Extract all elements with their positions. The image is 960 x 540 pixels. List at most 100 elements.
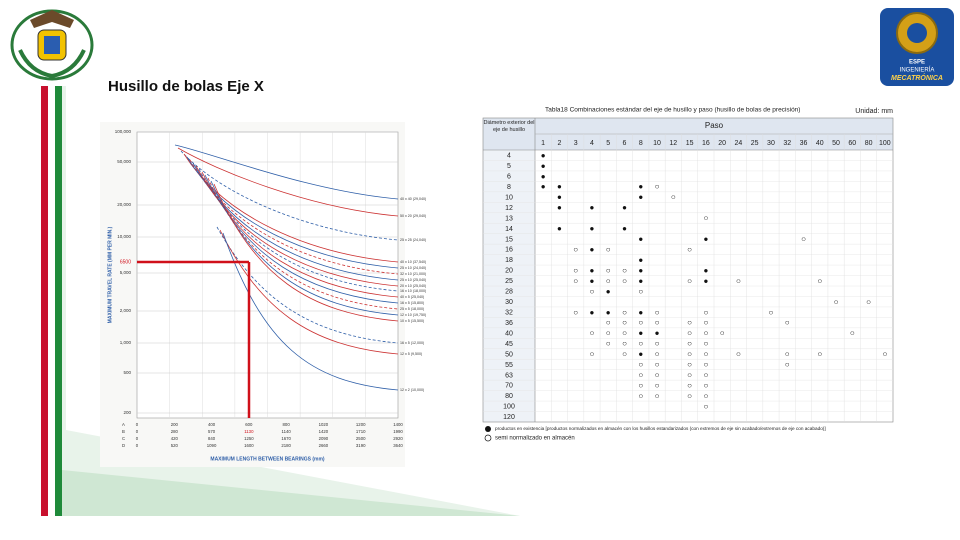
x-row-value: 1130 [244, 429, 254, 434]
cell-symbol: ○ [638, 391, 643, 400]
cell-symbol: ● [606, 308, 611, 317]
legend-text: semi normalizado en almacén [495, 436, 575, 442]
row-header-value: 18 [505, 257, 513, 264]
cell-symbol: ○ [817, 276, 822, 285]
x-row-value: 1140 [282, 429, 292, 434]
green-wedge-dark [62, 470, 520, 516]
y-label: 500 [123, 370, 131, 375]
cell-symbol: ○ [866, 297, 871, 306]
cell-symbol: ● [541, 172, 546, 181]
logo-text: ESPE [909, 60, 925, 66]
cell-symbol: ○ [655, 381, 660, 390]
curve [219, 229, 399, 355]
column-header: 24 [735, 140, 743, 147]
column-header: 40 [816, 140, 824, 147]
cell-symbol: ○ [590, 329, 595, 338]
cell-symbol: ○ [655, 308, 660, 317]
curve-label: 25 x 5 (18,000) [400, 307, 424, 311]
column-header: 3 [574, 140, 578, 147]
column-header: 15 [686, 140, 694, 147]
column-header: 6 [623, 140, 627, 147]
row-header-value: 28 [505, 289, 513, 296]
cell-symbol: ○ [801, 235, 806, 244]
row-header-value: 5 [507, 163, 511, 170]
x-row-value: 1200 [356, 422, 366, 427]
figure: 100,000 50,000 20,000 10,000 5,000 2,000 1,000… [107, 129, 426, 462]
logo-text: MECATRÓNICA [891, 73, 943, 82]
cell-symbol: ○ [687, 391, 692, 400]
x-row-label: C [122, 436, 125, 441]
cell-symbol: ○ [687, 329, 692, 338]
cell-symbol: ○ [736, 350, 741, 359]
row-header-value: 25 [505, 278, 513, 285]
cell-symbol: ○ [655, 339, 660, 348]
cell-symbol: ○ [671, 193, 676, 202]
cell-symbol: ● [590, 245, 595, 254]
cell-symbol: ● [557, 193, 562, 202]
x-row-value: 3640 [393, 443, 403, 448]
column-header: 16 [702, 140, 710, 147]
x-row-value: 2090 [319, 436, 329, 441]
cell-symbol: ○ [638, 371, 643, 380]
cell-symbol: ● [638, 193, 643, 202]
x-row-value: 800 [283, 422, 291, 427]
cell-symbol: ● [638, 308, 643, 317]
cell-symbol: ○ [606, 276, 611, 285]
cell-symbol: ○ [606, 318, 611, 327]
column-header: 80 [865, 140, 873, 147]
cell-symbol: ● [655, 329, 660, 338]
cell-symbol: ● [590, 224, 595, 233]
curve-label: 10 x 5 (15,500) [400, 319, 424, 323]
column-header: 5 [606, 140, 610, 147]
x-row-value: 1020 [319, 422, 329, 427]
cell-symbol: ○ [834, 297, 839, 306]
cell-symbol: ○ [703, 339, 708, 348]
column-header: 50 [832, 140, 840, 147]
curve-label: 20 x 10 (25,040) [400, 284, 426, 288]
curve [180, 150, 399, 241]
curve-label: 40 x 5 (25,040) [400, 295, 424, 299]
row-header-value: 32 [505, 309, 513, 316]
column-header: 60 [848, 140, 856, 147]
cell-symbol: ○ [638, 360, 643, 369]
x-row-value: 2500 [356, 436, 366, 441]
x-row-value: 600 [245, 422, 253, 427]
curve-label: 16 x 10 (18,000) [400, 289, 426, 293]
cell-symbol: ● [622, 203, 627, 212]
cell-symbol: ● [541, 161, 546, 170]
cell-symbol: ● [590, 276, 595, 285]
table: Diámetro exterior del eje de husillo Paso… [482, 117, 894, 442]
cell-symbol: ○ [622, 350, 627, 359]
cell-symbol: ○ [622, 276, 627, 285]
cell-symbol: ● [638, 235, 643, 244]
row-header-value: 8 [507, 184, 511, 191]
column-header: 30 [767, 140, 775, 147]
green-wedge [62, 86, 520, 516]
cell-symbol: ○ [703, 214, 708, 223]
column-header: 25 [751, 140, 759, 147]
x-row-value: 1600 [244, 443, 254, 448]
cell-symbol: ○ [655, 182, 660, 191]
y-label: 10,000 [117, 234, 131, 239]
cell-symbol: ○ [785, 318, 790, 327]
curve [177, 147, 399, 217]
stripe-white [48, 86, 55, 516]
cell-symbol: ○ [655, 318, 660, 327]
y-label: 5,000 [120, 270, 132, 275]
cell-symbol: ○ [638, 318, 643, 327]
cell-symbol: ● [622, 224, 627, 233]
x-row-value: 0 [136, 436, 139, 441]
cell-symbol: ● [703, 276, 708, 285]
cell-symbol: ○ [720, 329, 725, 338]
cell-symbol: ○ [573, 276, 578, 285]
cell-symbol: ○ [769, 308, 774, 317]
curve-label: 12 x 10 (19,750) [400, 313, 426, 317]
cell-symbol: ○ [703, 371, 708, 380]
x-row-value: 0 [136, 443, 139, 448]
cell-symbol: ○ [703, 350, 708, 359]
cell-symbol: ● [557, 182, 562, 191]
row-header-value: 16 [505, 247, 513, 254]
cell-symbol: ○ [785, 350, 790, 359]
column-header: 4 [590, 140, 594, 147]
cell-symbol: ○ [687, 360, 692, 369]
